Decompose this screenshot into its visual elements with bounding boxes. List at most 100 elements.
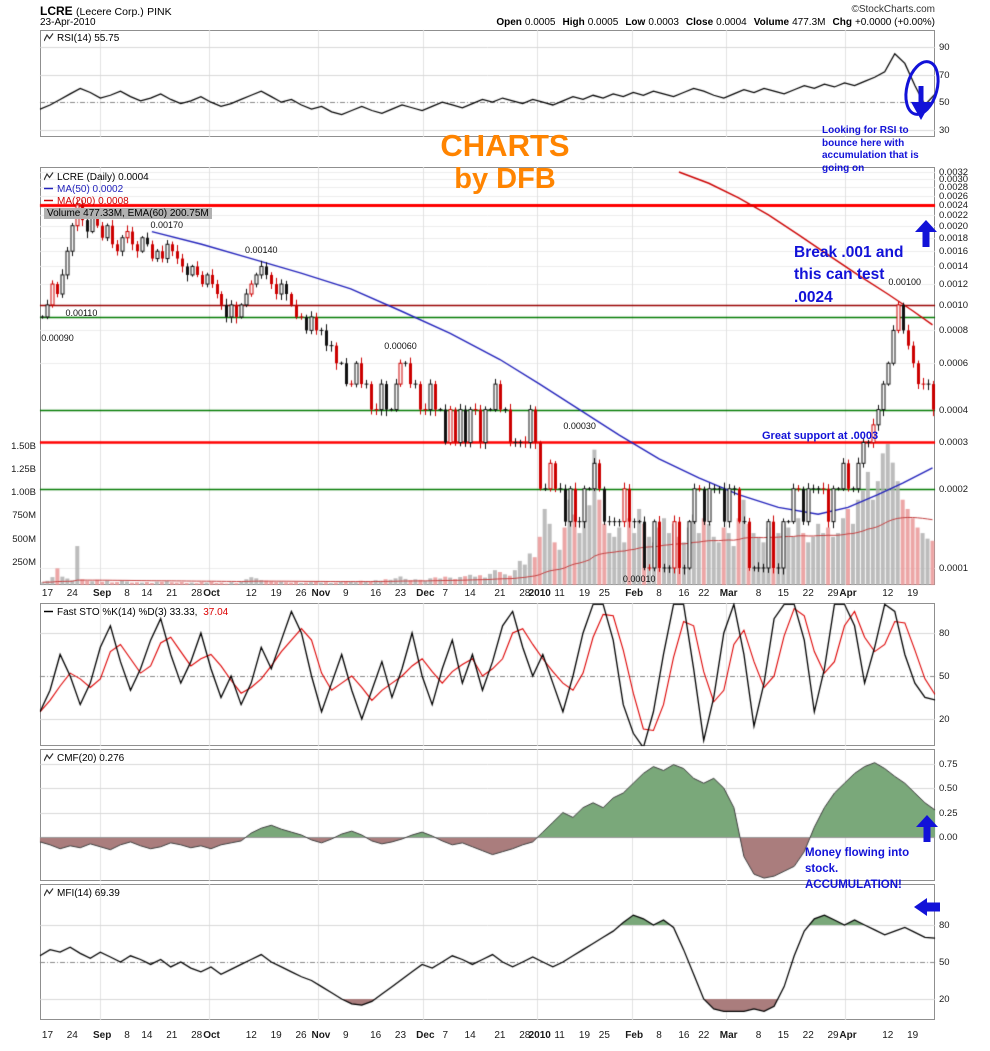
x-axis-label: 8 — [656, 588, 662, 599]
break-annotation: Break .001 and this can test .0024 — [794, 242, 903, 309]
x-axis-label: 11 — [554, 588, 565, 599]
rsi-axis-tick: 50 — [939, 97, 950, 109]
x-axis-label: Apr — [839, 588, 857, 599]
price-axis-tick: 0.0028 — [939, 182, 969, 194]
x-axis-label: 19 — [578, 588, 591, 599]
mfi-left-arrow — [914, 898, 940, 916]
x-axis-label: 17 — [41, 588, 54, 599]
quote-field-value: 0.0004 — [716, 17, 747, 28]
x-axis-label: 21 — [166, 588, 178, 599]
x-axis-label: 12 — [245, 588, 257, 599]
quote-field-value: +0.0000 (+0.00%) — [854, 17, 935, 28]
price-annotation: 0.00100 — [888, 277, 921, 287]
mfi-label: MFI(14) 69.39 — [57, 888, 120, 899]
quote-line: Open 0.0005 High 0.0005 Low 0.0003 Close 0.0004… — [489, 17, 935, 28]
x-axis-label: 15 — [777, 1030, 789, 1041]
x-axis-label: 12 — [882, 1030, 894, 1041]
quote-field-label: Open — [496, 17, 522, 28]
x-axis-label: 19 — [907, 1030, 919, 1041]
x-axis-label: 8 — [124, 588, 130, 599]
cmf-label: CMF(20) 0.276 — [57, 753, 125, 764]
ellipse-icon — [904, 60, 940, 116]
x-axis-label: 14 — [141, 588, 153, 599]
rsi-axis-tick: 90 — [939, 41, 950, 53]
rsi-axis-tick: 70 — [939, 69, 950, 81]
mfi-axis-tick: 20 — [939, 993, 950, 1005]
price-annotation: 0.00170 — [150, 220, 184, 231]
x-axis-label: 21 — [494, 1030, 506, 1041]
x-axis-label: Mar — [719, 588, 738, 599]
price-axis-tick: 0.0018 — [939, 232, 969, 244]
x-axis-label: 12 — [882, 588, 894, 599]
cmf-up-arrow — [916, 815, 938, 842]
sto-axis-tick: 50 — [939, 670, 950, 682]
line-icon — [44, 607, 54, 619]
price-up-arrow — [915, 220, 937, 247]
break-annotation-line: this can test — [794, 266, 885, 284]
x-axis-label: 19 — [578, 1030, 591, 1041]
rsi-label: RSI(14) 55.75 — [57, 33, 120, 44]
x-axis-label: 8 — [755, 588, 762, 599]
x-axis-label: 8 — [124, 1030, 130, 1041]
x-axis-label: 29 — [827, 1030, 839, 1041]
x-axis-label: Feb — [625, 1030, 644, 1041]
volume-axis-tick: 750M — [12, 510, 36, 522]
volume-axis-tick: 1.25B — [11, 464, 36, 476]
price-axis-tick: 0.0004 — [939, 404, 969, 416]
price-axis-tick: 0.0002 — [939, 483, 969, 495]
ma200-label: MA(200) 0.0008 — [57, 196, 129, 207]
volume-axis-tick: 1.00B — [11, 487, 36, 499]
price-axis-tick: 0.0020 — [939, 220, 969, 232]
rsi-annotation-line: Looking for RSI to — [822, 125, 909, 136]
x-axis-label: 28 — [191, 588, 203, 599]
price-annotation: 0.00110 — [65, 308, 98, 318]
x-axis-label: 2010 — [528, 1030, 551, 1041]
copyright: ©StockCharts.com — [851, 4, 935, 15]
x-axis-label: Apr — [839, 1030, 857, 1041]
x-axis-label: 26 — [295, 588, 307, 599]
x-axis-label: 8 — [656, 1030, 662, 1041]
cmf-axis-tick: 0.00 — [939, 832, 958, 843]
price-annotation: 0.00140 — [244, 245, 278, 256]
price-annotation: 0.00090 — [41, 332, 74, 343]
price-axis-tick: 0.0030 — [939, 174, 969, 186]
sto-label-k: Fast STO %K(14) %D(3) 33.33, — [57, 607, 198, 618]
watermark-line2: by DFB — [454, 163, 556, 195]
price-axis-tick: 0.0026 — [939, 190, 969, 202]
cmf-annotation: Money flowing into stock. ACCUMULATION! — [805, 845, 909, 893]
price-annotation: 0.00030 — [563, 421, 596, 432]
zigzag-icon — [43, 888, 54, 900]
sto-axis-tick: 20 — [939, 713, 950, 725]
company-name: (Lecere Corp.) — [76, 6, 144, 18]
price-axis-tick: 0.0008 — [939, 325, 969, 337]
price-axis-tick: 0.0012 — [939, 279, 969, 291]
quote-field-value: 477.3M — [792, 17, 826, 28]
x-axis-label: 26 — [295, 1030, 307, 1041]
quote-field-label: Chg — [832, 17, 852, 28]
cmf-annotation-line: Money flowing into — [805, 847, 910, 859]
line-icon — [44, 196, 54, 208]
volume-label: Volume 477.33M, EMA(60) 200.75M — [44, 208, 212, 219]
sto-axis-tick: 80 — [939, 627, 950, 639]
x-axis-label: 22 — [802, 1030, 814, 1041]
x-axis-label: 14 — [464, 1030, 476, 1041]
x-axis-label: 16 — [370, 1030, 382, 1041]
support-annotation: Great support at .0003 — [762, 430, 879, 442]
quote-field-label: Volume — [753, 17, 790, 28]
x-axis-label: 21 — [166, 1030, 178, 1041]
x-axis-label: Dec — [416, 1030, 435, 1041]
rsi-annotation-line: bounce here with — [822, 137, 905, 149]
rsi-annotation-line: going on — [822, 162, 865, 174]
x-axis-label: Sep — [92, 588, 112, 599]
x-axis-label: 23 — [394, 588, 407, 599]
cmf-annotation-line: ACCUMULATION! — [805, 879, 902, 892]
ticker-symbol: LCRE — [40, 4, 73, 18]
volume-legend: Volume 477.33M, EMA(60) 200.75M — [44, 208, 212, 219]
mfi-legend: MFI(14) 69.39 — [43, 888, 120, 900]
price-axis-tick: 0.0010 — [939, 299, 969, 311]
x-axis-label: 19 — [270, 588, 282, 599]
x-axis-label: 19 — [270, 1030, 282, 1041]
x-axis-label: 22 — [698, 1030, 710, 1041]
cmf-axis-tick: 0.75 — [939, 758, 958, 770]
rsi-axis-tick: 30 — [939, 124, 950, 136]
